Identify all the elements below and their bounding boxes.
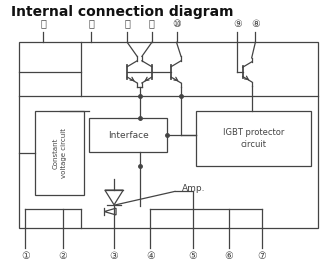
Text: ①: ① [21, 251, 30, 261]
Text: ⑨: ⑨ [233, 19, 242, 29]
Text: ⑪: ⑪ [149, 19, 155, 29]
Text: IGBT protector
circuit: IGBT protector circuit [223, 128, 284, 149]
Bar [196, 111, 311, 166]
Bar [35, 111, 84, 195]
Text: Constant
voltage circuit: Constant voltage circuit [53, 128, 67, 178]
Text: ④: ④ [146, 251, 154, 261]
Bar [19, 42, 318, 228]
Text: ⑧: ⑧ [251, 19, 260, 29]
Text: ⑤: ⑤ [188, 251, 197, 261]
Text: ②: ② [59, 251, 68, 261]
Text: ⑭: ⑭ [41, 19, 46, 29]
Text: ⑦: ⑦ [258, 251, 266, 261]
Text: ⑫: ⑫ [124, 19, 130, 29]
Bar [89, 117, 167, 153]
Text: Interface: Interface [108, 130, 148, 140]
Text: ⑩: ⑩ [172, 19, 181, 29]
Text: ⑬: ⑬ [88, 19, 94, 29]
Text: Amp.: Amp. [182, 184, 205, 193]
Text: ⑥: ⑥ [225, 251, 233, 261]
Text: Internal connection diagram: Internal connection diagram [11, 5, 233, 19]
Text: ③: ③ [110, 251, 118, 261]
